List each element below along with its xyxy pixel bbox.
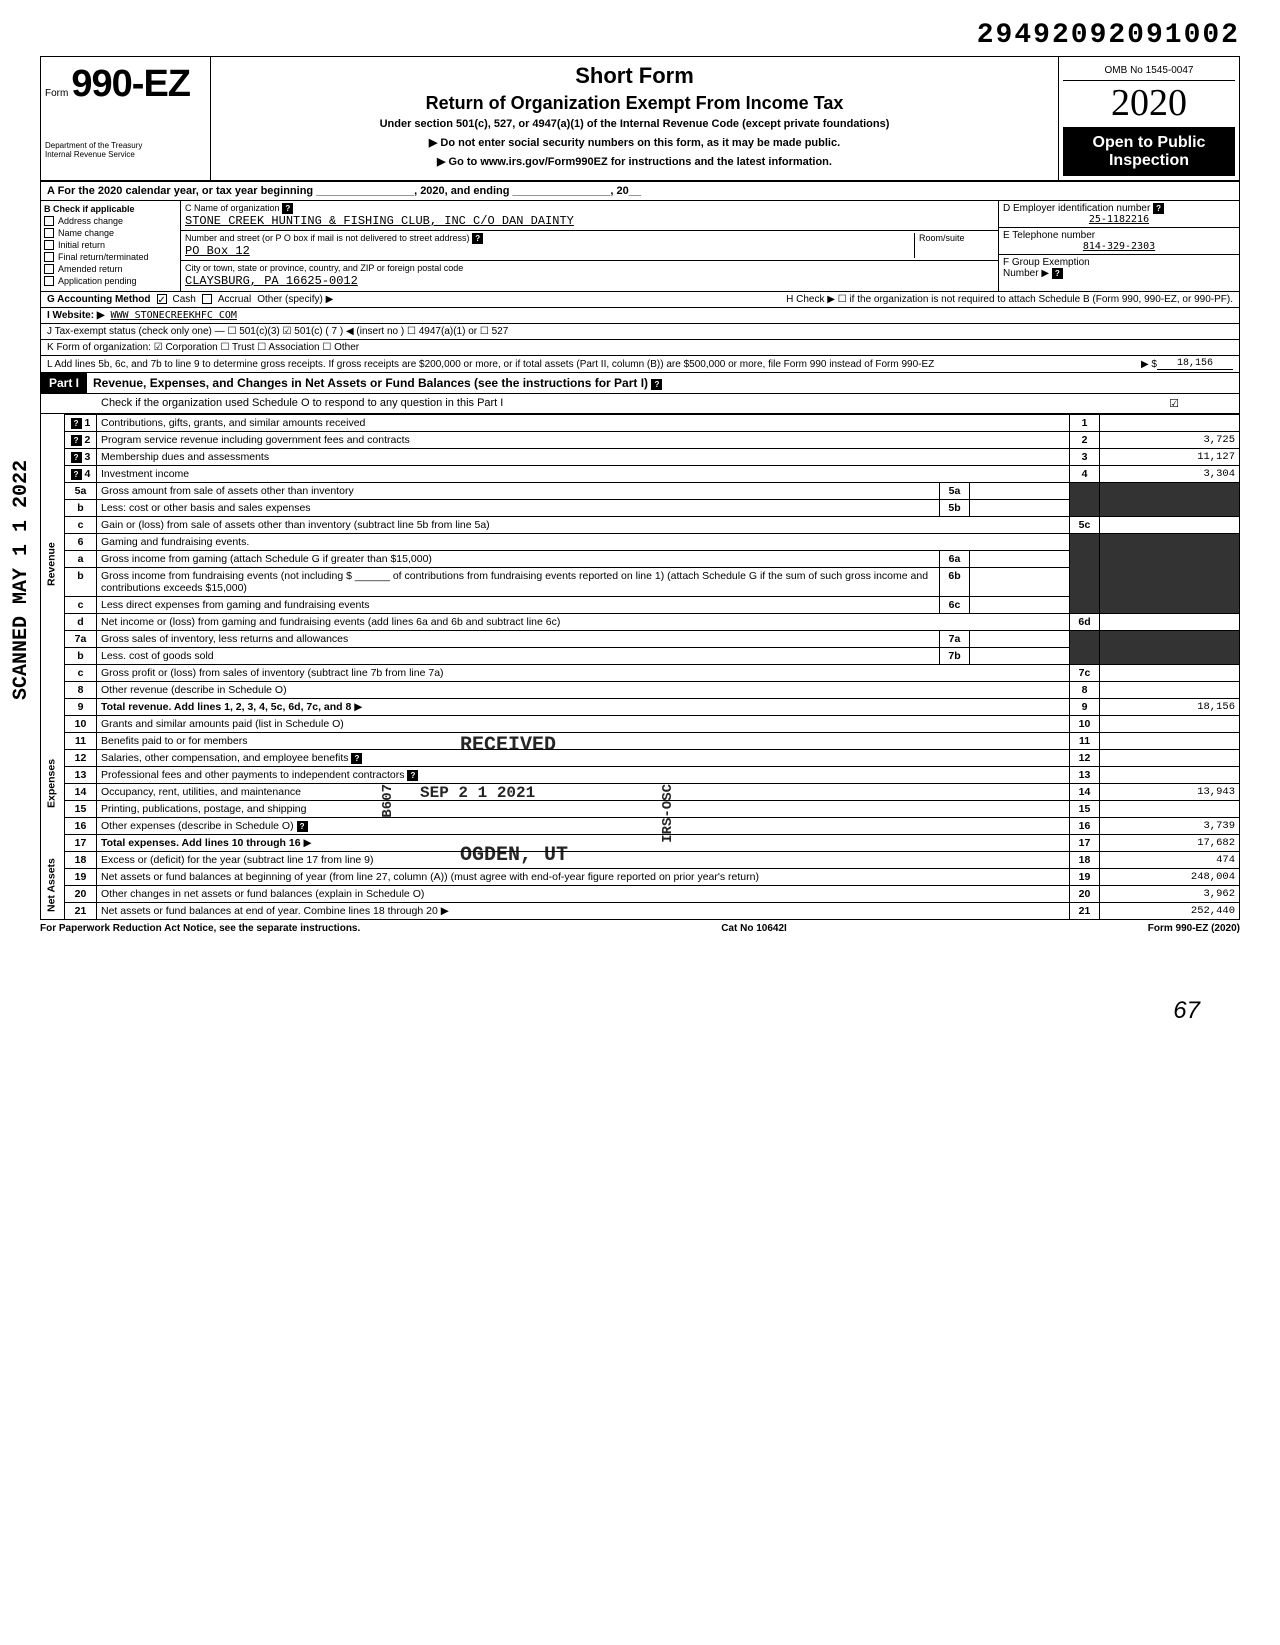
page-number: 67	[40, 997, 1240, 1025]
cb-pending[interactable]: Application pending	[44, 276, 177, 286]
part1-label: Part I	[41, 373, 87, 393]
section-d: D Employer identification number ? 25-11…	[999, 201, 1239, 291]
expenses-label: Expenses	[41, 715, 65, 851]
revenue-label: Revenue	[41, 414, 65, 715]
b-header: B Check if applicable	[44, 204, 177, 214]
cb-name[interactable]: Name change	[44, 228, 177, 238]
section-c: C Name of organization ? STONE CREEK HUN…	[181, 201, 999, 291]
line-j: J Tax-exempt status (check only one) — ☐…	[40, 324, 1240, 340]
dept-line2: Internal Revenue Service	[45, 150, 206, 159]
footer: For Paperwork Reduction Act Notice, see …	[40, 920, 1240, 937]
cb-accrual[interactable]	[202, 294, 212, 304]
ein: 25-1182216	[1003, 214, 1235, 225]
help-icon[interactable]: ?	[472, 233, 483, 244]
instruction-2: ▶ Go to www.irs.gov/Form990EZ for instru…	[217, 155, 1052, 168]
org-city: CLAYSBURG, PA 16625-0012	[185, 274, 358, 288]
g-label: G Accounting Method	[47, 294, 151, 305]
omb-number: OMB No 1545-0047	[1063, 61, 1235, 81]
footer-right: Form 990-EZ (2020)	[1148, 923, 1240, 934]
subtitle: Under section 501(c), 527, or 4947(a)(1)…	[217, 118, 1052, 130]
treasury-dept: Department of the Treasury Internal Reve…	[45, 141, 206, 159]
org-name: STONE CREEK HUNTING & FISHING CLUB, INC …	[185, 214, 574, 228]
l-text: L Add lines 5b, 6c, and 7b to line 9 to …	[47, 359, 1141, 370]
tax-year: 2020	[1063, 81, 1235, 128]
form-page: SCANNED MAY 1 1 2022 29492092091002 Form…	[40, 20, 1240, 1025]
form-number-box: Form 990-EZ Department of the Treasury I…	[41, 57, 211, 180]
cb-cash[interactable]	[157, 294, 167, 304]
sched-o-check[interactable]: ☑	[1169, 397, 1179, 410]
f-number: Number ▶	[1003, 268, 1049, 279]
form-prefix: Form	[45, 88, 68, 99]
document-number: 29492092091002	[40, 20, 1240, 51]
part1-title: Revenue, Expenses, and Changes in Net As…	[87, 373, 1239, 393]
form-header: Form 990-EZ Department of the Treasury I…	[40, 56, 1240, 182]
year-box: OMB No 1545-0047 2020 Open to Public Ins…	[1059, 57, 1239, 180]
info-grid: B Check if applicable Address change Nam…	[40, 201, 1240, 292]
l-arrow: ▶ $	[1141, 359, 1157, 370]
help-icon[interactable]: ?	[1052, 268, 1063, 279]
help-icon[interactable]: ?	[651, 379, 662, 390]
help-icon[interactable]: ?	[1153, 203, 1164, 214]
line-k: K Form of organization: ☑ Corporation ☐ …	[40, 340, 1240, 356]
part1-header: Part I Revenue, Expenses, and Changes in…	[40, 373, 1240, 394]
netassets-label: Net Assets	[41, 851, 65, 919]
instruction-1: ▶ Do not enter social security numbers o…	[217, 136, 1052, 149]
open-public: Open to Public Inspection	[1063, 128, 1235, 176]
dept-line1: Department of the Treasury	[45, 141, 206, 150]
line-g: G Accounting Method Cash Accrual Other (…	[40, 292, 1240, 308]
c-addr-label: Number and street (or P O box if mail is…	[185, 233, 469, 243]
line-l: L Add lines 5b, 6c, and 7b to line 9 to …	[40, 356, 1240, 373]
tel-label: E Telephone number	[1003, 230, 1095, 241]
cb-final[interactable]: Final return/terminated	[44, 252, 177, 262]
f-label: F Group Exemption	[1003, 257, 1090, 268]
footer-mid: Cat No 10642I	[721, 923, 787, 934]
c-city-label: City or town, state or province, country…	[185, 263, 463, 273]
cb-amended[interactable]: Amended return	[44, 264, 177, 274]
c-name-label: C Name of organization	[185, 203, 280, 213]
telephone: 814-329-2303	[1003, 241, 1235, 252]
help-icon[interactable]: ?	[282, 203, 293, 214]
line-h: H Check ▶ ☐ if the organization is not r…	[786, 294, 1233, 305]
footer-left: For Paperwork Reduction Act Notice, see …	[40, 923, 360, 934]
main-body: Revenue ? 1 Contributions, gifts, grants…	[40, 414, 1240, 920]
part1-check: Check if the organization used Schedule …	[40, 394, 1240, 414]
i-label: I Website: ▶	[47, 310, 105, 321]
short-form-title: Short Form	[217, 63, 1052, 89]
section-b: B Check if applicable Address change Nam…	[41, 201, 181, 291]
revenue-table: Revenue ? 1 Contributions, gifts, grants…	[40, 414, 1240, 920]
line-a: A For the 2020 calendar year, or tax yea…	[40, 182, 1240, 201]
room-label: Room/suite	[919, 233, 965, 243]
form-number: 990-EZ	[71, 63, 190, 105]
d-label: D Employer identification number	[1003, 203, 1150, 214]
cb-initial[interactable]: Initial return	[44, 240, 177, 250]
scanned-stamp: SCANNED MAY 1 1 2022	[10, 460, 33, 700]
return-title: Return of Organization Exempt From Incom…	[217, 93, 1052, 114]
website: WWW STONECREEKHFC COM	[111, 310, 237, 321]
cb-address[interactable]: Address change	[44, 216, 177, 226]
l-amount: 18,156	[1157, 358, 1233, 370]
org-address: PO Box 12	[185, 244, 250, 258]
title-box: Short Form Return of Organization Exempt…	[211, 57, 1059, 180]
line-i: I Website: ▶ WWW STONECREEKHFC COM	[40, 308, 1240, 324]
